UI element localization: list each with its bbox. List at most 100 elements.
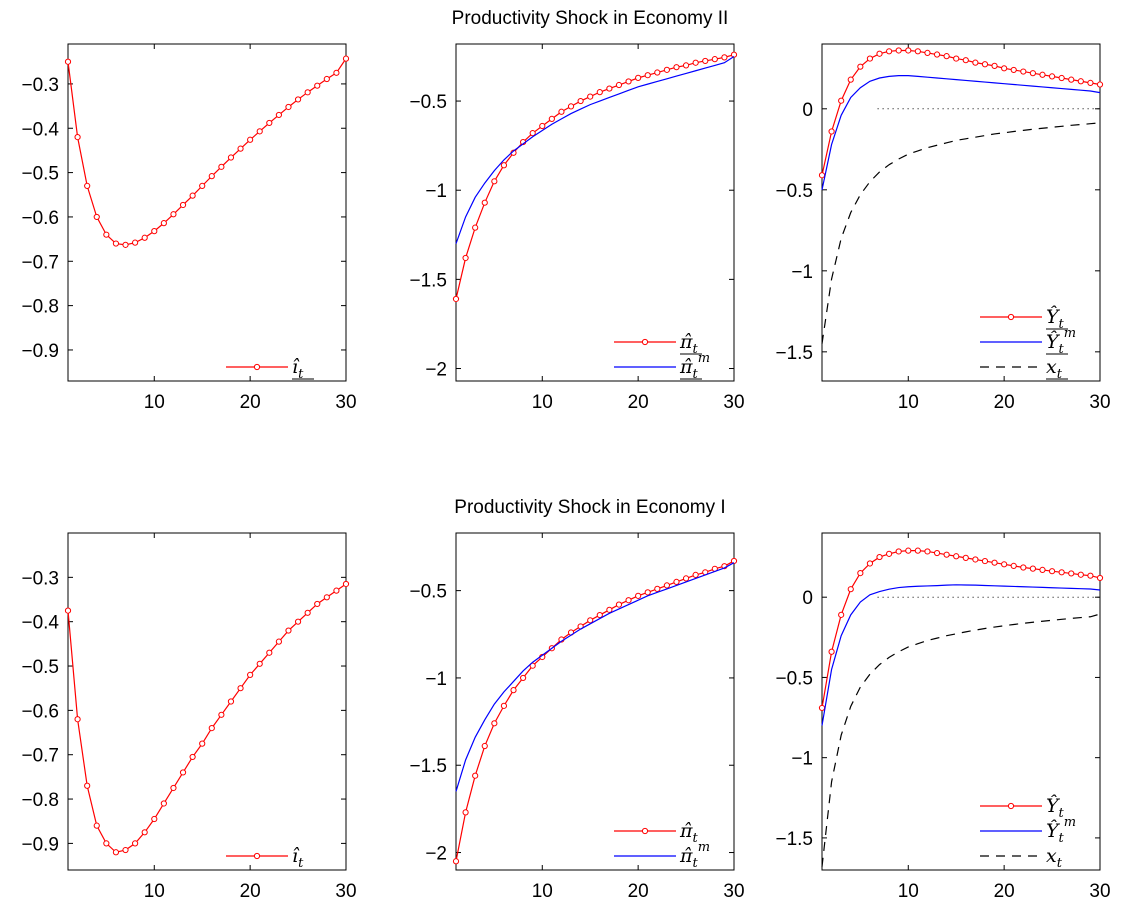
y-tick-label: −0.3 [21, 75, 59, 96]
series-point [615, 81, 623, 89]
series-point [275, 111, 282, 119]
series-line-2 [821, 122, 1101, 344]
series-point [943, 551, 950, 558]
series-point [314, 82, 321, 89]
x-tick-label: 20 [240, 881, 261, 902]
plot-frame [455, 532, 735, 871]
series-point [84, 182, 91, 189]
y-tick-label: −1.5 [775, 829, 813, 850]
x-tick-label: 30 [723, 881, 744, 902]
chart-panel-1: 10 20 30−0.5−1−1.5−2π̂tπ̂tm [409, 43, 745, 413]
series-point [702, 57, 709, 65]
legend-superscript: m [698, 351, 710, 366]
series-point [314, 600, 321, 608]
series-point [500, 702, 508, 709]
series-point [122, 241, 129, 248]
series-point [876, 553, 883, 561]
series-point [452, 295, 460, 303]
series-point [1048, 73, 1056, 80]
series-point [208, 173, 215, 180]
legend-superscript: m [1064, 326, 1076, 341]
series-point [558, 108, 565, 115]
series-point [905, 47, 912, 54]
series-point [1068, 570, 1075, 577]
series-point [170, 211, 177, 218]
series-point [730, 51, 738, 58]
plot-frame [455, 43, 735, 382]
y-tick-label: −1 [791, 262, 813, 283]
legend-subscript: t [298, 367, 304, 382]
legend-marker [253, 852, 261, 860]
series-point [103, 840, 110, 847]
series-point [596, 89, 603, 96]
series-point [924, 548, 931, 555]
x-tick-label: 30 [335, 881, 356, 902]
series-point [953, 553, 960, 560]
series-point [218, 711, 225, 718]
series-line-1 [821, 584, 1101, 726]
series-point [857, 570, 864, 577]
series-point [682, 62, 690, 69]
series-point [991, 559, 998, 566]
series-point [847, 76, 854, 83]
series-point [596, 611, 603, 619]
series-point [1039, 71, 1046, 78]
x-tick-label: 10 [144, 392, 165, 413]
y-tick-label: −0.3 [21, 568, 59, 589]
y-tick-label: −0.5 [409, 92, 447, 113]
series-point [673, 578, 680, 585]
y-tick-label: −2 [425, 360, 447, 381]
y-tick-label: −0.5 [21, 164, 59, 185]
series-point [64, 607, 72, 614]
series-point [1087, 79, 1094, 86]
y-tick-label: −0.4 [21, 119, 59, 140]
x-tick-label: 10 [898, 881, 919, 902]
series-point [828, 648, 835, 655]
series-point [663, 66, 670, 73]
legend-subscript: t [693, 831, 699, 846]
series-point [294, 618, 302, 625]
series-point [333, 69, 340, 76]
series-point [818, 704, 826, 712]
series-point [304, 609, 311, 616]
legend-marker [1007, 802, 1015, 810]
series-point [1087, 572, 1094, 579]
y-tick-label: −0.9 [21, 834, 59, 855]
y-tick-label: −0.5 [775, 668, 813, 689]
series-point [481, 742, 488, 750]
series-point [866, 560, 874, 567]
series-point [838, 611, 845, 618]
x-tick-label: 10 [898, 392, 919, 413]
series-point [587, 93, 594, 100]
y-tick-label: −1 [425, 181, 447, 202]
series-point [1096, 81, 1104, 88]
series-point [141, 829, 148, 836]
series-point [1001, 561, 1008, 568]
series-point [1029, 565, 1036, 572]
series-point [122, 846, 129, 854]
series-point [266, 119, 273, 127]
series-point [886, 550, 893, 557]
series-point [1010, 66, 1017, 74]
legend-subscript: t [1059, 831, 1065, 846]
series-point [654, 69, 661, 76]
series-point [625, 597, 632, 604]
series-point [529, 130, 536, 137]
series-point [1010, 562, 1017, 569]
series-point [914, 48, 921, 55]
x-tick-label: 20 [628, 881, 649, 902]
series-point [818, 172, 826, 179]
x-tick-label: 30 [723, 392, 744, 413]
y-tick-label: −0.5 [775, 181, 813, 202]
y-tick-label: −1 [791, 749, 813, 770]
plot-frame [821, 43, 1101, 382]
series-point [491, 720, 498, 727]
chart-panel-4: 10 20 30−0.5−1−1.5−2π̂tπ̂tm [409, 532, 745, 902]
series-point [208, 725, 215, 732]
series-line-1 [455, 55, 735, 244]
legend-subscript: t [693, 367, 699, 382]
series-point [218, 163, 225, 170]
series-line-1 [455, 562, 735, 792]
series-point [491, 178, 498, 185]
y-tick-label: −1.5 [409, 756, 447, 777]
